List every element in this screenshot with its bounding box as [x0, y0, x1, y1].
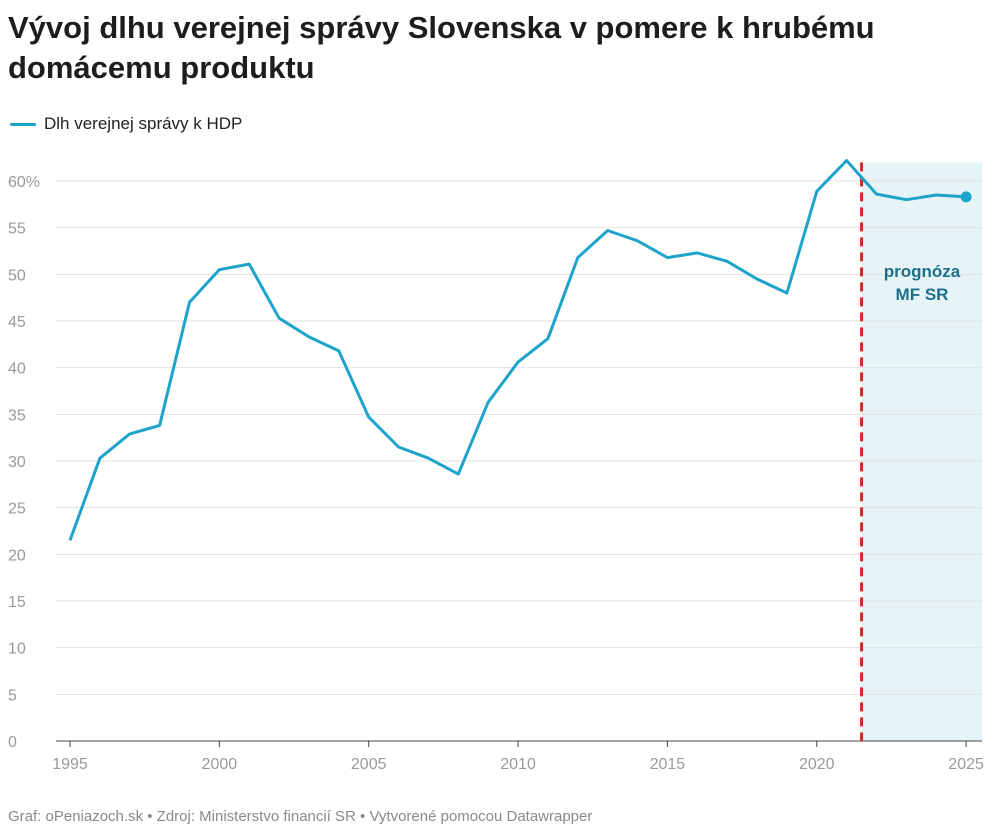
y-tick-label: 25	[8, 501, 26, 518]
x-tick-label: 2005	[351, 756, 387, 773]
series-line	[68, 159, 967, 541]
x-tick-label: 2020	[799, 756, 835, 773]
x-tick-label: 2015	[650, 756, 686, 773]
y-tick-label: 15	[8, 594, 26, 611]
legend-label: Dlh verejnej správy k HDP	[44, 114, 243, 133]
y-tick-label: 55	[8, 221, 26, 238]
y-tick-label: 30	[8, 454, 26, 471]
y-tick-label: 0	[8, 734, 17, 751]
y-tick-label: 50	[8, 267, 26, 284]
footer-credits: Graf: oPeniazoch.sk • Zdroj: Ministerstv…	[8, 808, 593, 825]
legend-swatch	[10, 122, 36, 126]
forecast-shade	[861, 162, 983, 741]
x-tick-label: 2025	[948, 756, 984, 773]
y-tick-label: 40	[8, 361, 26, 378]
legend: Dlh verejnej správy k HDP	[10, 114, 242, 134]
chart-title: Vývoj dlhu verejnej správy Slovenska v p…	[8, 10, 875, 85]
y-tick-label: 35	[8, 407, 26, 424]
x-tick-label: 2000	[202, 756, 238, 773]
y-tick-label: 60%	[8, 174, 40, 191]
y-tick-label: 20	[8, 547, 26, 564]
x-tick-label: 1995	[52, 756, 88, 773]
y-tick-label: 10	[8, 641, 26, 658]
end-point	[960, 191, 972, 203]
forecast-label: prognóza	[884, 262, 961, 281]
x-tick-label: 2010	[500, 756, 536, 773]
y-tick-label: 5	[8, 687, 17, 704]
y-tick-label: 45	[8, 314, 26, 331]
forecast-label: MF SR	[896, 285, 949, 304]
